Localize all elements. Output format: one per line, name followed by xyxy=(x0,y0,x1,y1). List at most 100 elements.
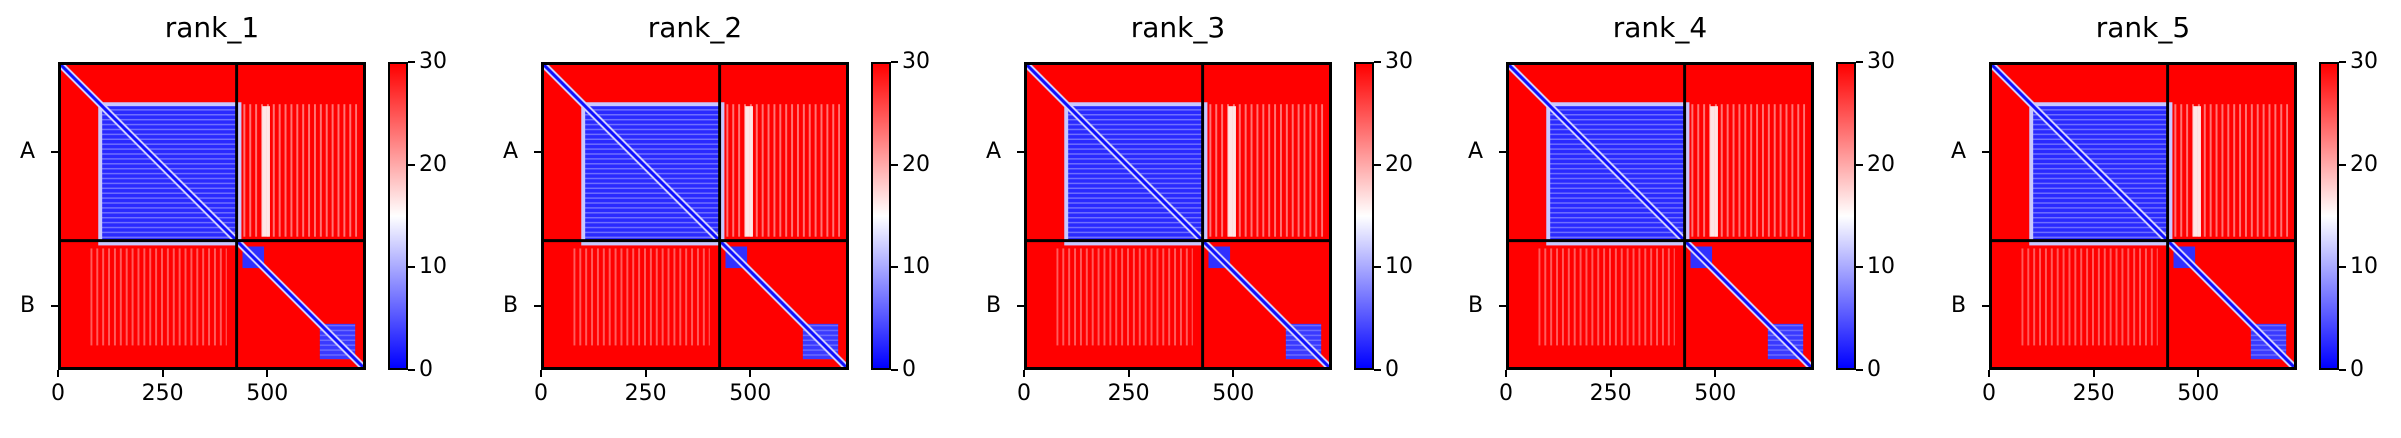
x-tick-label: 0 xyxy=(1499,381,1513,406)
x-tick-mark xyxy=(1232,370,1235,377)
inter-chain-band xyxy=(749,106,753,237)
colorbar-tick-mark xyxy=(2339,163,2346,166)
x-tick-label: 0 xyxy=(534,381,548,406)
inter-chain-region-ab xyxy=(2173,104,2289,237)
panel-rank-5: rank_5 A B 0 250 500 0 10 20 30 xyxy=(1931,0,2401,438)
panel-rank-4: rank_4 A B 0 250 500 0 10 20 30 xyxy=(1448,0,1918,438)
inter-chain-band xyxy=(266,106,270,237)
colorbar-tick-label: 10 xyxy=(1385,254,1413,280)
colorbar-tick-mark xyxy=(891,266,898,269)
panel-title: rank_3 xyxy=(1130,11,1226,44)
panel-title: rank_1 xyxy=(164,11,260,44)
heatmap-rank-5 xyxy=(1989,62,2297,370)
colorbar-tick-label: 20 xyxy=(902,151,930,177)
inter-chain-region-ab xyxy=(242,104,358,237)
colorbar-tick-mark xyxy=(1856,61,1863,63)
inter-chain-band xyxy=(262,106,267,237)
heatmap-svg xyxy=(1027,65,1329,367)
colorbar-tick-label: 30 xyxy=(1385,49,1413,74)
inter-chain-band xyxy=(745,106,750,237)
inter-chain-region-ba xyxy=(1056,248,1193,346)
y-tick-mark xyxy=(1017,304,1024,307)
inter-chain-band xyxy=(1714,106,1718,237)
heatmap-rank-2 xyxy=(541,62,849,370)
colorbar-tick-label: 0 xyxy=(1385,357,1399,382)
y-tick-label: A xyxy=(503,138,519,164)
heatmap-svg xyxy=(544,65,846,367)
panel-title: rank_2 xyxy=(647,11,743,44)
chain-a-domain-edge xyxy=(581,102,725,246)
y-tick-mark xyxy=(1499,304,1506,307)
heatmap-svg xyxy=(1992,65,2294,367)
x-tick-mark xyxy=(540,370,542,377)
x-tick-mark xyxy=(266,370,269,377)
colorbar-tick-mark xyxy=(408,163,415,166)
colorbar-tick-mark xyxy=(1856,163,1863,166)
colorbar-tick-mark xyxy=(1374,61,1381,63)
x-tick-label: 250 xyxy=(1589,381,1632,406)
colorbar-tick-label: 0 xyxy=(1867,357,1881,382)
colorbar-tick-mark xyxy=(2339,369,2346,371)
colorbar xyxy=(2319,62,2339,370)
colorbar-tick-mark xyxy=(408,266,415,269)
heatmap-svg xyxy=(61,65,363,367)
diagonal xyxy=(1027,65,1329,367)
colorbar-tick-label: 20 xyxy=(1867,151,1895,177)
diagonal xyxy=(61,65,363,367)
colorbar-tick-mark xyxy=(2339,266,2346,269)
x-tick-mark xyxy=(161,370,164,377)
inter-chain-region-ba xyxy=(90,248,227,346)
x-tick-mark xyxy=(2092,370,2095,377)
y-tick-label: A xyxy=(20,138,36,164)
inter-chain-band xyxy=(1710,106,1715,237)
x-tick-label: 0 xyxy=(1982,381,1996,406)
inter-chain-band xyxy=(1228,106,1233,237)
x-tick-label: 250 xyxy=(1107,381,1150,406)
colorbar-tick-mark xyxy=(1374,266,1381,269)
chain-a-domain-edge xyxy=(98,102,242,246)
x-tick-label: 250 xyxy=(2072,381,2115,406)
colorbar-tick-mark xyxy=(408,61,415,63)
diagonal xyxy=(544,65,846,367)
x-tick-label: 250 xyxy=(141,381,184,406)
colorbar-tick-label: 30 xyxy=(419,49,447,74)
colorbar-tick-label: 0 xyxy=(419,357,433,382)
x-tick-label: 500 xyxy=(246,381,289,406)
inter-chain-region-ab xyxy=(1690,104,1806,237)
colorbar xyxy=(871,62,891,370)
y-tick-mark xyxy=(534,304,541,307)
x-tick-mark xyxy=(1505,370,1507,377)
panel-title: rank_5 xyxy=(2095,11,2191,44)
colorbar-tick-label: 0 xyxy=(2350,357,2364,382)
x-tick-mark xyxy=(1988,370,1990,377)
inter-chain-band xyxy=(2193,106,2198,237)
y-tick-mark xyxy=(1982,150,1989,153)
colorbar-tick-label: 20 xyxy=(419,151,447,177)
y-tick-label: A xyxy=(986,138,1002,164)
y-tick-label: B xyxy=(20,292,36,318)
chain-a-domain-edge xyxy=(1064,102,1208,246)
panel-rank-1: rank_1 A B 0 250 500 0 10 20 30 xyxy=(0,0,470,438)
x-tick-label: 500 xyxy=(1694,381,1737,406)
y-tick-mark xyxy=(51,150,58,153)
colorbar-tick-label: 30 xyxy=(2350,49,2378,74)
inter-chain-region-ba xyxy=(1538,248,1675,346)
colorbar-tick-label: 20 xyxy=(1385,151,1413,177)
colorbar-tick-label: 30 xyxy=(1867,49,1895,74)
chain-a-domain-edge xyxy=(1546,102,1690,246)
diagonal xyxy=(1509,65,1811,367)
y-tick-label: B xyxy=(1468,292,1484,318)
colorbar-tick-mark xyxy=(891,369,898,371)
colorbar xyxy=(388,62,408,370)
x-tick-mark xyxy=(1714,370,1717,377)
x-tick-label: 0 xyxy=(51,381,65,406)
y-tick-mark xyxy=(51,304,58,307)
x-tick-mark xyxy=(1127,370,1130,377)
y-tick-mark xyxy=(1499,150,1506,153)
y-tick-label: B xyxy=(503,292,519,318)
inter-chain-region-ba xyxy=(573,248,710,346)
x-tick-mark xyxy=(57,370,59,377)
x-tick-mark xyxy=(644,370,647,377)
y-tick-mark xyxy=(1017,150,1024,153)
inter-chain-region-ba xyxy=(2021,248,2158,346)
